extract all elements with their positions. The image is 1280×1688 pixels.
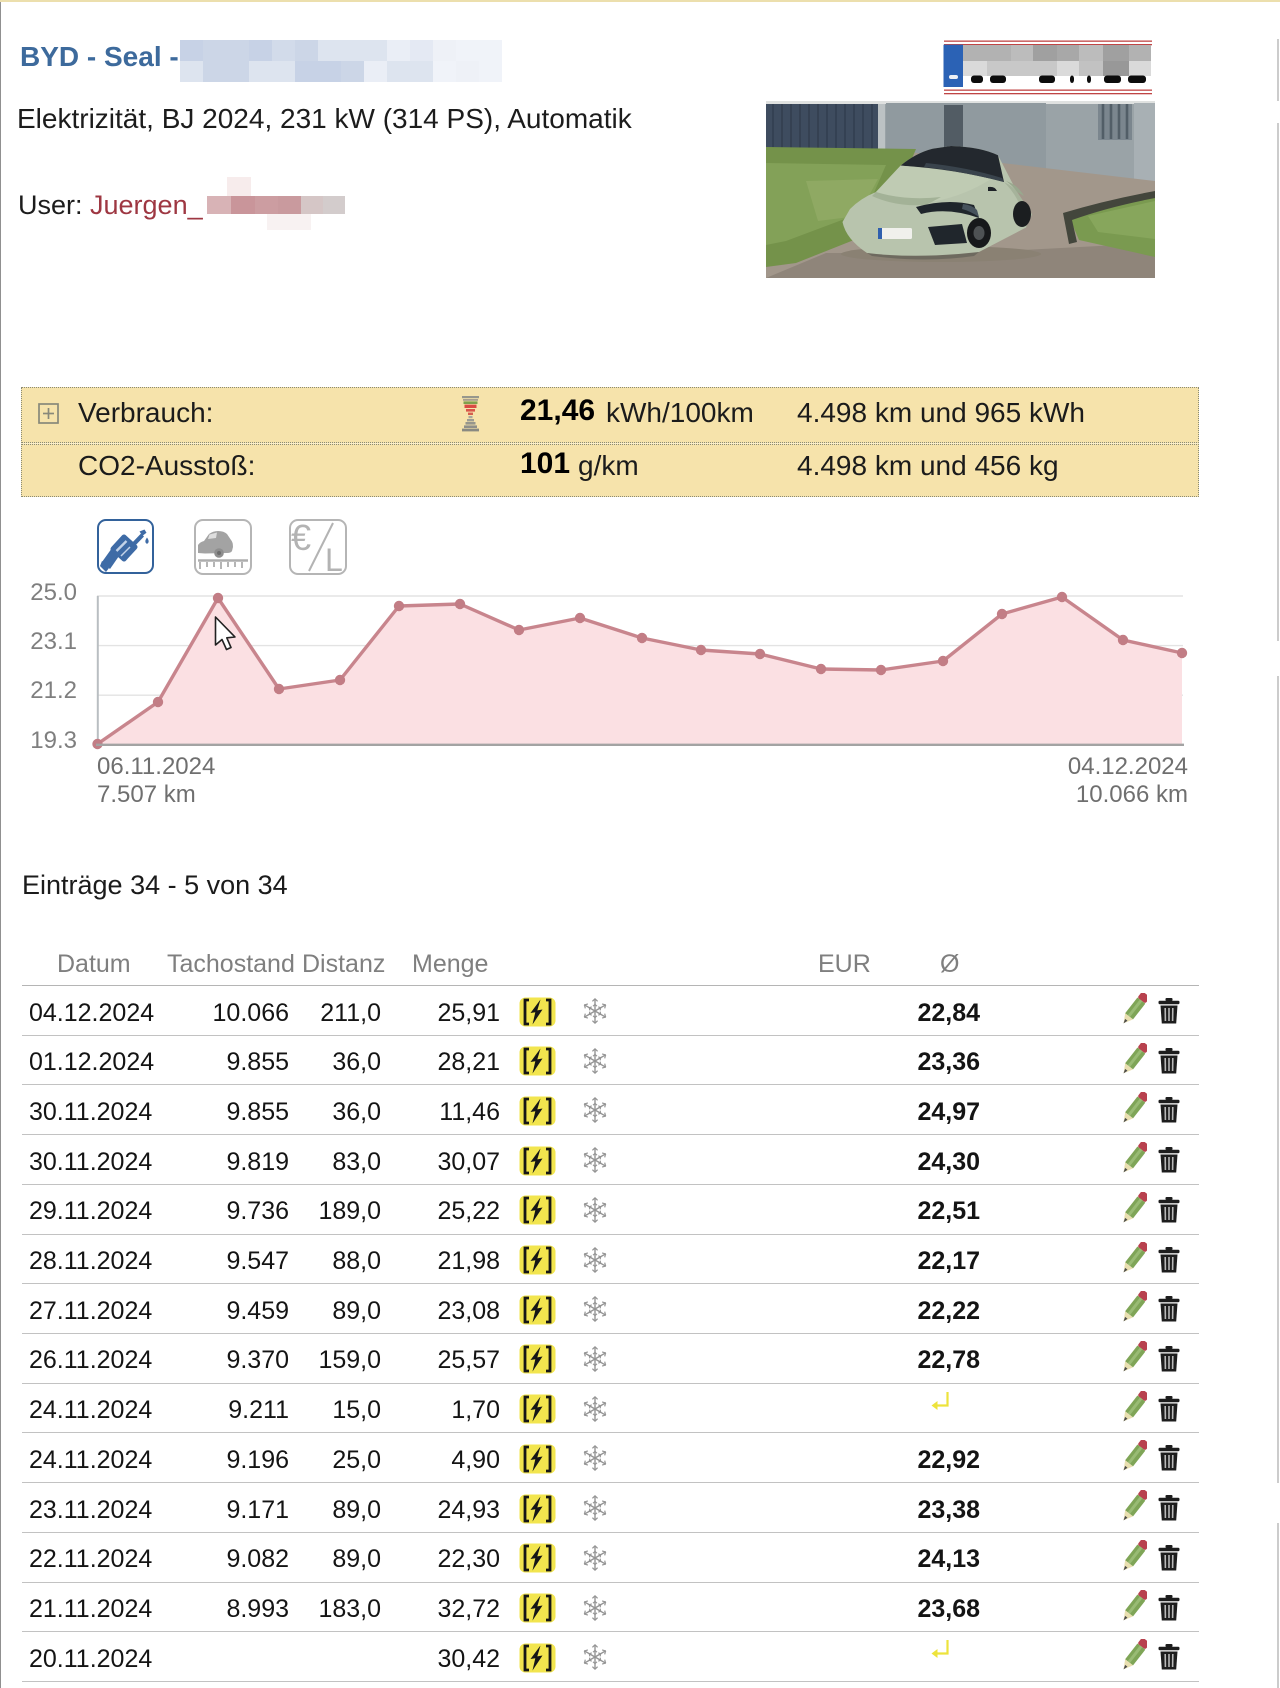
svg-text:L: L	[325, 542, 343, 573]
svg-text:€: €	[291, 521, 311, 558]
